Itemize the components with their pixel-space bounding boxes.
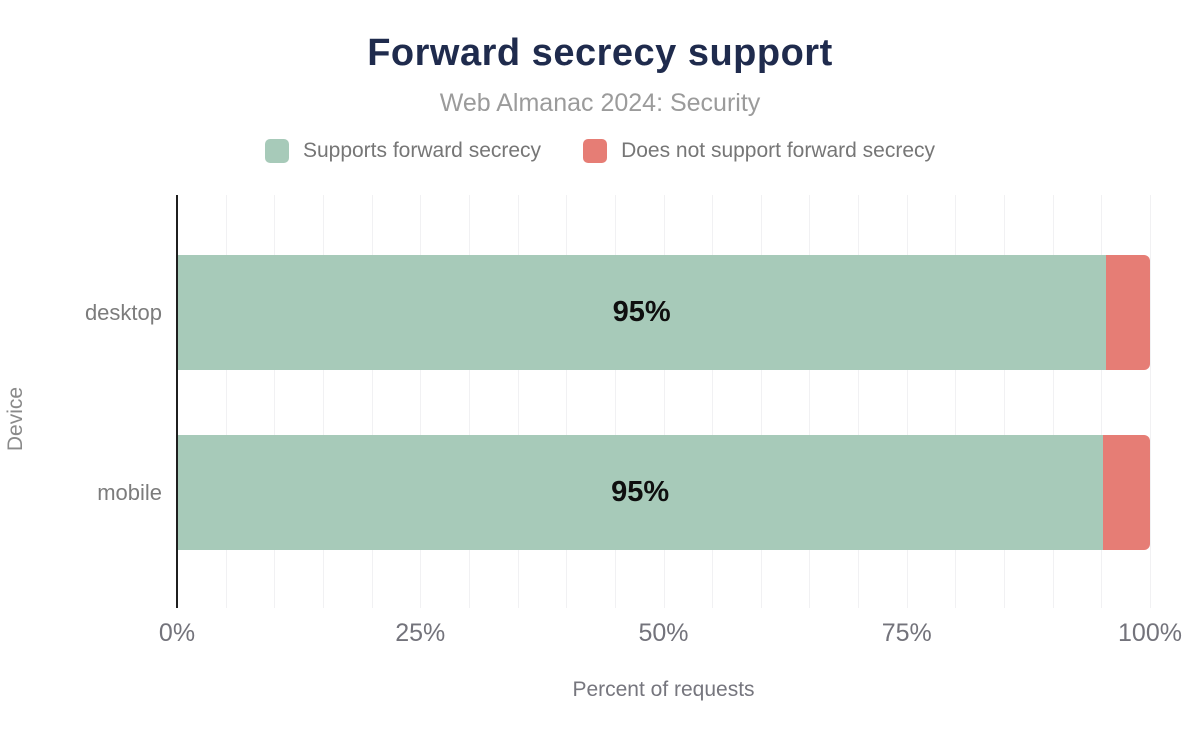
x-tick-label: 100% (1118, 619, 1182, 647)
gridline (566, 195, 568, 608)
x-tick-label: 25% (395, 619, 446, 647)
gridline (517, 195, 519, 608)
legend-item: Supports forward secrecy (264, 139, 542, 163)
gridline (858, 195, 860, 608)
gridline (1004, 195, 1006, 608)
bar-row: 95% (177, 435, 1150, 550)
y-axis-line (176, 195, 178, 608)
gridline (906, 195, 908, 608)
legend-label: Supports forward secrecy (302, 139, 542, 162)
gridline (322, 195, 324, 608)
bar-value-label: 95% (611, 476, 670, 508)
legend-swatch-icon (583, 139, 608, 163)
gridline (420, 195, 422, 608)
plot-area: 95% 95% desktop mobile 0% 25% 50% 75% 100% (85, 195, 1182, 647)
category-label-desktop: desktop (84, 300, 162, 325)
bar-segment-not-supports (1106, 255, 1150, 370)
y-axis-title: Device (4, 386, 27, 452)
bar-segment-supports (177, 255, 1107, 370)
bar-segment-supports (177, 435, 1104, 550)
gridline (1052, 195, 1054, 608)
legend-item: Does not support forward secrecy (583, 139, 935, 163)
gridline (468, 195, 470, 608)
gridline (760, 195, 762, 608)
x-axis-title: Percent of requests (572, 678, 755, 701)
gridline (1150, 195, 1151, 608)
gridline (274, 195, 276, 608)
gridline (955, 195, 957, 608)
gridline (371, 195, 373, 608)
legend-label: Does not support forward secrecy (621, 139, 936, 162)
x-tick-label: 75% (881, 619, 932, 647)
gridline (809, 195, 811, 608)
gridline (663, 195, 665, 608)
gridline (1101, 195, 1103, 608)
gridline (614, 195, 616, 608)
gridline (712, 195, 714, 608)
x-tick-label: 0% (158, 619, 196, 647)
gridline (225, 195, 227, 608)
legend: Supports forward secrecy Does not support… (0, 139, 1200, 163)
legend-swatch-icon (264, 139, 289, 163)
bar-segment-not-supports (1103, 435, 1150, 550)
bar-value-label: 95% (612, 296, 671, 328)
bar-row: 95% (177, 255, 1150, 370)
chart-subtitle: Web Almanac 2024: Security (439, 89, 761, 117)
chart-title: Forward secrecy support (367, 32, 833, 74)
category-label-mobile: mobile (97, 480, 162, 505)
x-tick-label: 50% (638, 619, 689, 647)
